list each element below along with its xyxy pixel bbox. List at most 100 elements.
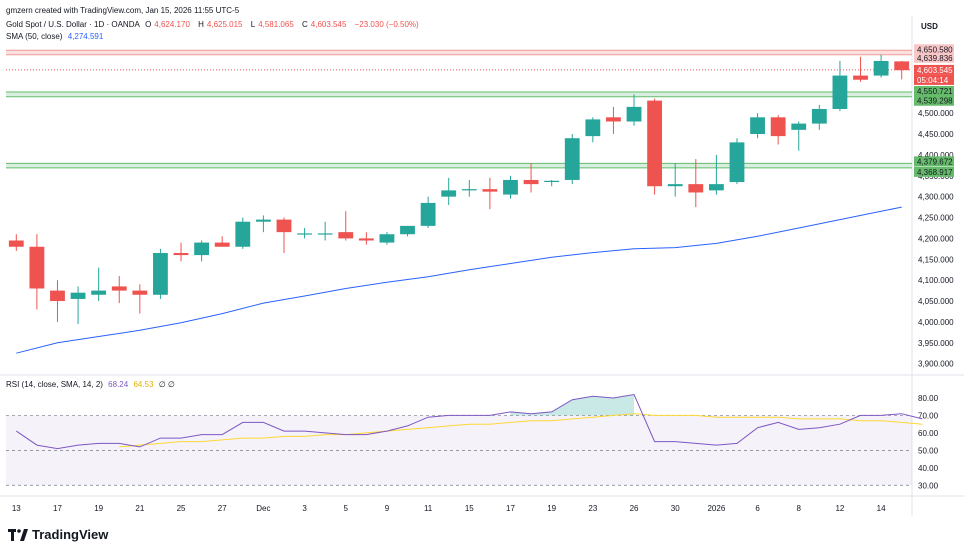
candle-body <box>8 240 24 247</box>
rsi-tick-label: 80.00 <box>918 394 939 403</box>
candle-body <box>770 117 786 137</box>
price-level-tag-bg <box>914 166 954 177</box>
candle <box>503 175 518 199</box>
price-level-tag: 4,550.721 <box>917 87 953 96</box>
brand-text: TradingView <box>32 527 109 542</box>
rsi-value: 68.24 <box>108 380 129 389</box>
price-tick-label: 4,150.000 <box>918 255 954 264</box>
candle-body <box>482 189 498 192</box>
time-tick-label: 5 <box>344 504 349 513</box>
rsi-tick-label: 70.00 <box>918 411 939 420</box>
rsi-legend[interactable]: RSI (14, close, SMA, 14, 2) 68.24 64.53 … <box>6 380 178 389</box>
candle-body <box>153 253 168 295</box>
price-tick-label: 4,500.000 <box>918 109 954 118</box>
candle <box>173 242 189 262</box>
candle <box>626 94 642 126</box>
sma50-line <box>16 206 902 354</box>
candle-body <box>338 232 354 239</box>
sma-label[interactable]: SMA (50, close) <box>6 32 63 41</box>
rsi-tick-label: 30.00 <box>918 481 939 490</box>
candle <box>770 115 786 145</box>
ohlc-legend[interactable]: Gold Spot / U.S. Dollar · 1D · OANDA O 4,… <box>6 20 422 29</box>
candle <box>132 284 148 314</box>
candle-body <box>400 225 415 235</box>
time-tick-label: 17 <box>506 504 515 513</box>
time-tick-label: 9 <box>385 504 390 513</box>
price-level-tag-bg <box>914 52 954 63</box>
price-level-tag-bg <box>914 74 954 85</box>
candle <box>29 234 45 310</box>
price-level-tag-bg <box>914 156 954 167</box>
candle <box>338 211 354 241</box>
time-tick-label: 13 <box>12 504 21 513</box>
candle <box>647 98 663 195</box>
creator-line: gmzern created with TradingView.com, Jan… <box>6 6 242 15</box>
symbol-title[interactable]: Gold Spot / U.S. Dollar · 1D · OANDA <box>6 20 140 29</box>
time-tick-label: 25 <box>177 504 186 513</box>
candle-body <box>811 108 827 124</box>
candle-body <box>132 290 148 295</box>
currency-label[interactable]: USD <box>921 22 938 31</box>
rsi-overbought-fill <box>510 394 635 416</box>
candle-body <box>111 286 127 291</box>
candle-body <box>461 189 477 191</box>
price-level-tag-bg <box>914 85 954 96</box>
candle <box>276 217 292 254</box>
time-tick-label: 6 <box>755 504 760 513</box>
tradingview-logo[interactable]: TradingView <box>8 527 108 542</box>
candle <box>482 177 498 210</box>
sma-legend[interactable]: SMA (50, close) 4,274.591 <box>6 32 106 41</box>
rsi-extra: ∅ ∅ <box>158 380 175 389</box>
sma-value: 4,274.591 <box>67 32 104 41</box>
candle-body <box>420 202 436 226</box>
support-zone-upper <box>6 91 912 97</box>
rsi-ma-line <box>119 413 923 448</box>
time-tick-label: Dec <box>256 504 270 513</box>
candle <box>441 177 457 205</box>
candle-body <box>606 117 621 122</box>
price-level-tag: 05:04:14 <box>917 76 949 85</box>
candle-body <box>70 292 86 299</box>
candle-body <box>544 180 560 183</box>
high-label: H <box>198 20 204 29</box>
candle-body <box>626 106 642 122</box>
candle <box>317 221 333 241</box>
candle-body <box>173 253 189 256</box>
price-level-tag: 4,639.836 <box>917 54 953 63</box>
candle-body <box>647 100 663 187</box>
candle <box>379 232 395 245</box>
candle <box>729 138 745 185</box>
time-tick-label: 3 <box>302 504 307 513</box>
price-tick-label: 4,250.000 <box>918 214 954 223</box>
candle <box>70 286 86 324</box>
candle <box>297 227 312 239</box>
low-label: L <box>250 20 256 29</box>
candle-body <box>564 138 580 180</box>
time-tick-label: 12 <box>835 504 844 513</box>
candle <box>708 154 724 195</box>
price-tick-label: 4,450.000 <box>918 130 954 139</box>
resistance-zone <box>6 50 912 55</box>
candle <box>50 280 65 322</box>
candle <box>523 163 539 193</box>
price-tick-label: 3,950.000 <box>918 339 954 348</box>
candle-body <box>358 238 374 241</box>
candle-body <box>688 184 704 193</box>
candle-body <box>853 75 868 80</box>
candle <box>461 179 477 197</box>
time-tick-label: 19 <box>547 504 556 513</box>
price-level-tag: 4,379.672 <box>917 157 953 166</box>
candle-body <box>791 123 807 130</box>
candle <box>853 56 868 82</box>
candle <box>832 60 848 112</box>
rsi-tick-label: 50.00 <box>918 446 939 455</box>
rsi-tick-label: 40.00 <box>918 464 939 473</box>
creator-text: gmzern created with TradingView.com, Jan… <box>6 6 240 15</box>
price-level-tag: 4,650.580 <box>917 45 953 54</box>
candle-body <box>708 184 724 191</box>
candle <box>8 234 24 251</box>
rsi-label[interactable]: RSI (14, close, SMA, 14, 2) <box>6 380 103 389</box>
rsi-line <box>16 393 923 450</box>
candle-body <box>50 290 65 302</box>
